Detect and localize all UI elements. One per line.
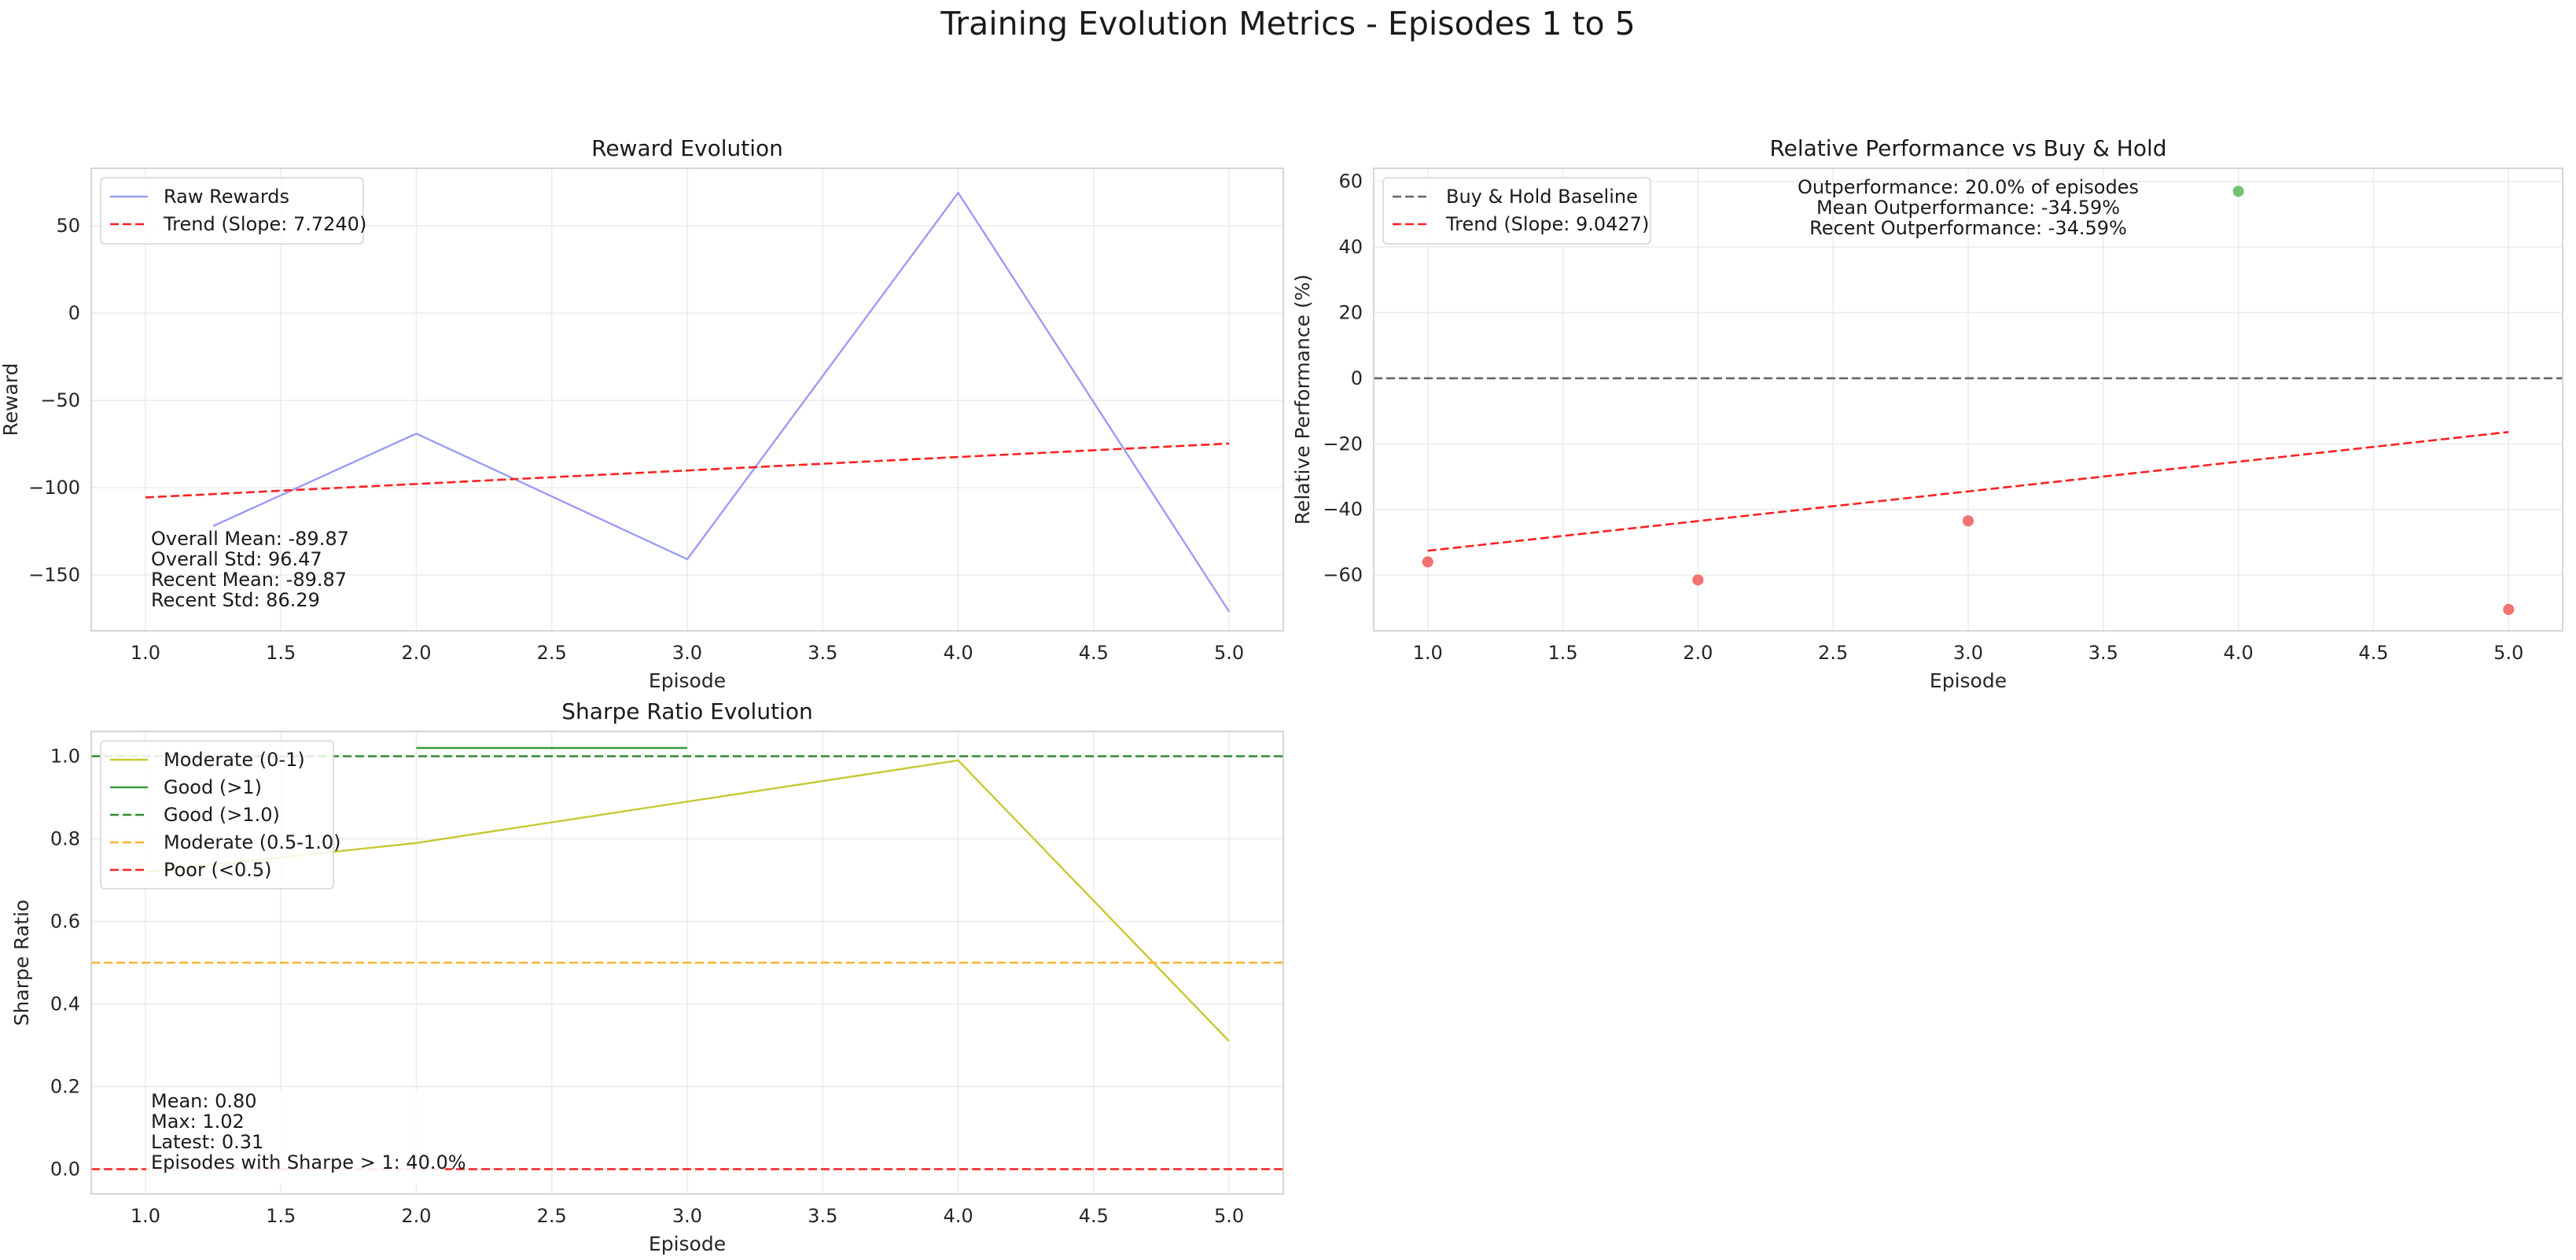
sharpe-title: Sharpe Ratio Evolution: [561, 698, 812, 724]
annotation-line: Overall Std: 96.47: [151, 548, 322, 570]
reward-title: Reward Evolution: [591, 135, 783, 161]
x-tick-label: 1.0: [1413, 642, 1443, 664]
y-tick-label: 0.6: [50, 911, 80, 933]
x-tick-label: 1.5: [266, 642, 296, 664]
reward-data: [145, 190, 1231, 613]
x-tick-label: 5.0: [1214, 642, 1244, 664]
relative-data: [1374, 186, 2563, 615]
reward-xlabel: Episode: [649, 669, 726, 692]
y-tick-label: −40: [1323, 499, 1363, 521]
annotation-line: Latest: 0.31: [151, 1131, 263, 1153]
relative-title: Relative Performance vs Buy & Hold: [1769, 135, 2166, 161]
sharpe-xlabel: Episode: [649, 1232, 726, 1255]
legend-label: Moderate (0-1): [164, 749, 305, 771]
x-tick-label: 2.0: [401, 1205, 431, 1227]
sharpe-legend: Moderate (0-1) Good (>1) Good (>1.0) Modera…: [100, 740, 341, 890]
legend-label: Raw Rewards: [164, 186, 289, 208]
reward-series-line-1: [145, 442, 1230, 499]
relative-point-3: [1963, 515, 1974, 527]
reward-series-line-0: [212, 190, 1231, 613]
y-tick-label: 0: [1351, 367, 1363, 389]
legend-label: Good (>1.0): [164, 804, 280, 826]
annotation-line: Recent Std: 86.29: [151, 589, 320, 611]
reward-ylabel: Reward: [0, 363, 22, 436]
x-tick-label: 2.5: [537, 642, 567, 664]
y-tick-label: 0.4: [50, 993, 80, 1015]
reward-frame: [90, 168, 1284, 632]
legend-label: Poor (<0.5): [164, 859, 271, 881]
y-tick-label: −100: [28, 477, 80, 499]
y-tick-label: 0.8: [50, 828, 80, 850]
x-tick-label: 1.5: [1547, 642, 1577, 664]
x-tick-label: 3.0: [1953, 642, 1983, 664]
x-tick-label: 3.0: [672, 1205, 702, 1227]
y-tick-label: −20: [1323, 433, 1363, 455]
legend-label: Moderate (0.5-1.0): [164, 831, 341, 853]
x-tick-label: 3.5: [2088, 642, 2118, 664]
y-tick-label: −150: [28, 564, 80, 586]
sharpe-frame: [90, 731, 1284, 1195]
y-tick-label: 1.0: [50, 746, 80, 768]
relative-ylabel: Relative Performance (%): [1291, 274, 1314, 525]
annotation-line: Overall Mean: -89.87: [151, 528, 349, 550]
relative-series-line-1: [1427, 430, 2509, 552]
x-tick-label: 1.0: [131, 1205, 160, 1227]
legend-label: Good (>1): [164, 776, 262, 798]
y-tick-label: 0.0: [50, 1159, 80, 1181]
x-tick-label: 4.5: [1079, 642, 1109, 664]
reward-axes: 1.0 1.5 2.0 2.5 3.0 3.5 4.0 4.5 5.0 −150 −100 −50 0 5…: [0, 135, 1284, 692]
x-tick-label: 4.0: [943, 642, 973, 664]
x-tick-label: 5.0: [1214, 1205, 1244, 1227]
x-tick-label: 1.5: [266, 1205, 296, 1227]
x-tick-label: 4.5: [1079, 1205, 1109, 1227]
relative-xlabel: Episode: [1930, 669, 2007, 692]
legend-label: Trend (Slope: 7.7240): [163, 213, 366, 235]
y-tick-label: 40: [1338, 236, 1363, 258]
annotation-line: Recent Outperformance: -34.59%: [1809, 217, 2127, 239]
x-tick-label: 5.0: [2493, 642, 2523, 664]
y-tick-label: 20: [1338, 301, 1363, 323]
x-tick-label: 4.0: [943, 1205, 973, 1227]
x-tick-label: 3.0: [672, 642, 702, 664]
x-tick-label: 2.5: [1818, 642, 1848, 664]
relative-frame: [1373, 168, 2563, 632]
x-tick-label: 2.0: [401, 642, 431, 664]
y-tick-label: 0: [68, 302, 80, 324]
annotation-line: Max: 1.02: [151, 1111, 245, 1133]
x-tick-label: 2.5: [537, 1205, 567, 1227]
annotation-line: Mean Outperformance: -34.59%: [1816, 197, 2120, 219]
relative-point-1: [1422, 556, 1433, 568]
reward-legend: Raw Rewards Trend (Slope: 7.7240): [100, 177, 366, 245]
x-tick-label: 4.0: [2224, 642, 2254, 664]
y-tick-label: −60: [1323, 564, 1363, 586]
x-tick-label: 2.0: [1683, 642, 1713, 664]
relative-legend: Buy & Hold Baseline Trend (Slope: 9.0427): [1382, 177, 1651, 245]
annotation-line: Recent Mean: -89.87: [151, 569, 347, 591]
figure-title: Training Evolution Metrics - Episodes 1 …: [940, 5, 1636, 42]
legend-label: Trend (Slope: 9.0427): [1445, 213, 1649, 235]
sharpe-ylabel: Sharpe Ratio: [10, 900, 33, 1026]
y-tick-label: −50: [40, 389, 80, 411]
relative-point-5: [2503, 603, 2515, 615]
y-tick-label: 60: [1338, 171, 1363, 193]
y-tick-label: 50: [56, 215, 80, 237]
x-tick-label: 1.0: [131, 642, 160, 664]
annotation-line: Mean: 0.80: [151, 1090, 257, 1112]
legend-label: Buy & Hold Baseline: [1446, 186, 1638, 208]
y-tick-label: 0.2: [50, 1076, 80, 1098]
annotation-line: Episodes with Sharpe > 1: 40.0%: [151, 1151, 466, 1173]
relative-point-4: [2232, 186, 2244, 197]
x-tick-label: 3.5: [808, 642, 837, 664]
relative-point-2: [1692, 574, 1704, 586]
annotation-line: Outperformance: 20.0% of episodes: [1798, 176, 2139, 198]
relative-axes: 1.0 1.5 2.0 2.5 3.0 3.5 4.0 4.5 5.0 −60 −40 −20 0 20 4…: [1291, 135, 2563, 692]
x-tick-label: 4.5: [2358, 642, 2388, 664]
sharpe-axes: 1.0 1.5 2.0 2.5 3.0 3.5 4.0 4.5 5.0 0.0 0.2 0.4 0.6 0…: [10, 698, 1284, 1255]
x-tick-label: 3.5: [808, 1205, 837, 1227]
